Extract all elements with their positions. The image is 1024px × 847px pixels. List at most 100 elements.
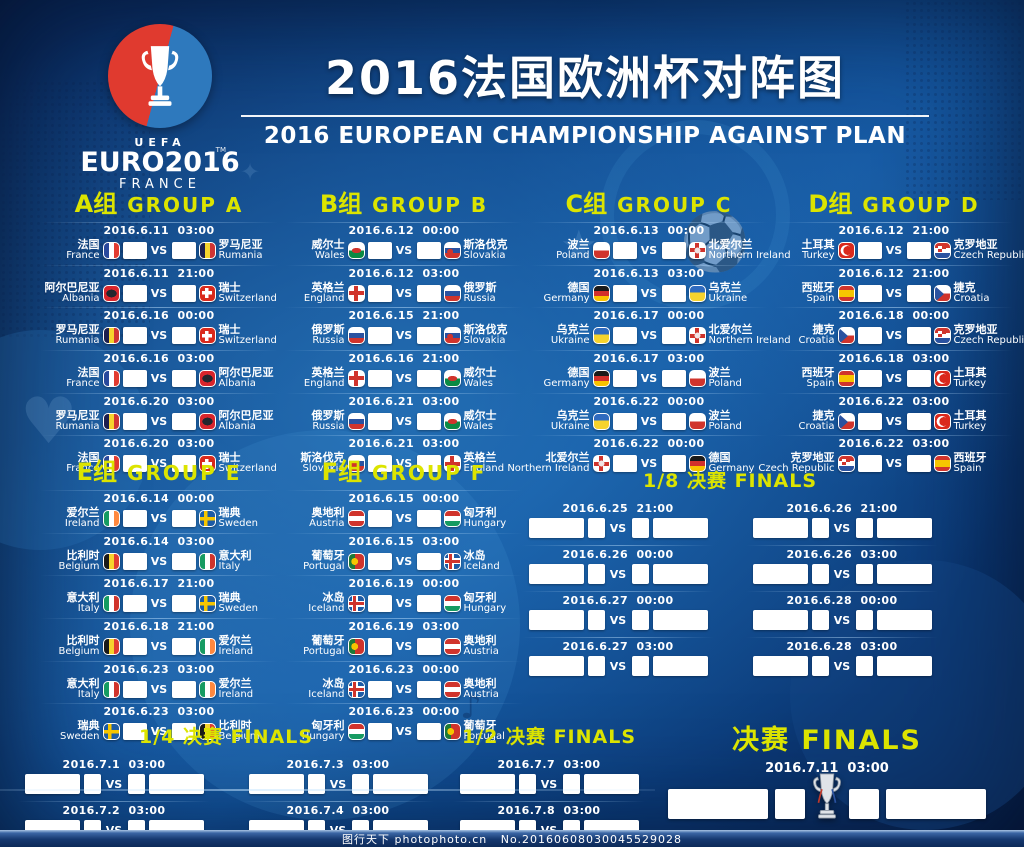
home-team-name: 捷克 Croatia xyxy=(772,409,835,433)
ireland-flag-icon xyxy=(102,509,120,527)
score-box xyxy=(906,455,931,473)
northern-ireland-flag-icon xyxy=(688,241,706,259)
semi-finals-section: 1/2 决赛 FINALS 2016.7.7 03:00 VS 2016.7.8 0… xyxy=(444,722,654,847)
team-name-chinese: 阿尔巴尼亚 xyxy=(218,366,274,380)
group-match-row: 2016.6.11 03:00 法国 France VS 罗马尼亚 Rumania xyxy=(36,222,282,262)
team-name-chinese: 瑞典 xyxy=(218,591,241,605)
score-box xyxy=(811,518,829,538)
team-slot xyxy=(148,774,204,794)
away-team-name: 瑞典 Sweden xyxy=(219,507,282,530)
vs-label: VS xyxy=(150,725,168,739)
team-name-english: Wales xyxy=(463,420,494,432)
team-name-chinese: 法国 xyxy=(77,451,100,465)
team-name-chinese: 德国 xyxy=(708,451,731,465)
match-date: 2016.6.23 03:00 xyxy=(103,705,215,719)
hungary-flag-icon xyxy=(443,595,461,613)
portugal-flag-icon xyxy=(443,723,461,741)
score-box xyxy=(612,284,637,302)
vs-label: VS xyxy=(395,554,413,568)
team-name-english: Poland xyxy=(708,420,742,432)
match-date: 2016.6.27 00:00 xyxy=(562,594,674,607)
sweden-flag-icon xyxy=(102,723,120,741)
team-name-english: Sweden xyxy=(59,731,100,743)
group-title-english: GROUP F xyxy=(372,461,487,485)
team-name-english: Ukraine xyxy=(708,292,748,304)
score-box xyxy=(661,369,686,387)
group-e-header: E组 GROUP E xyxy=(36,452,282,487)
team-name-chinese: 西班牙 xyxy=(953,451,987,465)
knockout-match-row: 2016.7.1 03:00 VS xyxy=(16,755,212,801)
group-match-row: 2016.6.14 00:00 爱尔兰 Ireland VS 瑞典 Sweden xyxy=(36,490,282,530)
match-date: 2016.6.17 03:00 xyxy=(593,352,705,366)
round-of-16-title: 1/8 决赛 FINALS xyxy=(642,470,818,492)
score-box xyxy=(122,509,147,527)
group-match-row: 2016.6.20 03:00 法国 France VS 瑞士 Switzerland xyxy=(36,435,282,475)
score-box xyxy=(855,518,873,538)
team-name-chinese: 冰岛 xyxy=(322,591,345,605)
group-match-row: 2016.6.23 03:00 瑞典 Sweden VS 比利时 Belgium xyxy=(36,703,282,743)
match-teams-row: 奥地利 Austria VS 匈牙利 Hungary xyxy=(281,507,527,530)
team-name-chinese: 斯洛伐克 xyxy=(463,323,508,337)
group-match-row: 2016.6.21 03:00 俄罗斯 Russia VS 威尔士 Wales xyxy=(281,392,527,433)
team-name-english: Poland xyxy=(556,249,590,261)
group-match-row: 2016.6.17 03:00 德国 Germany VS 波兰 Poland xyxy=(526,350,772,390)
home-team-name: 葡萄牙 Portugal xyxy=(282,635,345,658)
romania-flag-icon xyxy=(198,241,216,259)
score-box xyxy=(416,412,441,430)
score-box xyxy=(122,552,147,570)
team-name-english: Italy xyxy=(218,560,241,572)
vs-label: VS xyxy=(105,777,123,791)
knockout-slots-row: VS xyxy=(520,656,716,676)
germany-flag-icon xyxy=(592,369,610,387)
team-slot xyxy=(528,518,584,538)
home-team-name: 英格兰 England xyxy=(282,281,345,305)
vs-label: VS xyxy=(150,243,168,257)
score-box xyxy=(171,284,196,302)
team-name-english: Slovakia xyxy=(302,463,345,475)
team-name-chinese: 土耳其 xyxy=(801,238,835,251)
spain-flag-icon xyxy=(837,369,855,387)
final-section: 决赛 FINALS 2016.7.11 03:00 xyxy=(652,718,1002,822)
away-team-name: 克罗地亚 Czech Republic xyxy=(954,324,1024,347)
vs-label: VS xyxy=(885,414,903,428)
away-team-name: 瑞典 Sweden xyxy=(219,592,282,615)
score-box xyxy=(351,774,369,794)
home-team-name: 土耳其 Turkey xyxy=(772,239,835,262)
score-box xyxy=(416,327,441,345)
team-name-chinese: 威尔士 xyxy=(463,366,497,380)
team-name-english: Spain xyxy=(806,292,835,304)
croatia-flag-icon xyxy=(837,455,855,473)
group-match-row: 2016.6.22 00:00 乌克兰 Ukraine VS 波兰 Poland xyxy=(526,392,772,433)
vs-label: VS xyxy=(150,329,168,343)
team-name-english: Portugal xyxy=(303,645,345,657)
team-name-chinese: 北爱尔兰 xyxy=(545,451,590,465)
croatia-flag-icon xyxy=(933,241,951,259)
away-team-name: 英格兰 England xyxy=(464,452,527,475)
away-team-name: 瑞士 Switzerland xyxy=(219,324,282,347)
team-name-chinese: 法国 xyxy=(77,366,100,380)
team-name-english: Ukraine xyxy=(550,335,590,347)
score-box xyxy=(367,637,392,655)
team-name-english: Germany xyxy=(543,292,590,304)
euro2016-logo: TM UEFA EURO2016 FRANCE xyxy=(78,24,242,192)
round-of-16-left-column: 2016.6.25 21:00 VS 2016.6.26 00:00 VS 2016.6… xyxy=(520,499,716,683)
wales-flag-icon xyxy=(443,369,461,387)
score-box xyxy=(857,327,882,345)
match-date: 2016.6.27 03:00 xyxy=(562,640,674,653)
vs-label: VS xyxy=(150,554,168,568)
team-name-chinese: 波兰 xyxy=(708,408,731,422)
match-date: 2016.6.22 00:00 xyxy=(593,394,705,408)
knockout-slots-row: VS xyxy=(744,610,940,630)
match-date: 2016.7.7 03:00 xyxy=(497,758,601,771)
switzerland-flag-icon xyxy=(198,327,216,345)
vs-label: VS xyxy=(885,371,903,385)
score-box xyxy=(122,723,147,741)
spain-flag-icon xyxy=(933,455,951,473)
team-name-english: Slovakia xyxy=(463,335,506,347)
score-box xyxy=(367,455,392,473)
italy-flag-icon xyxy=(198,552,216,570)
team-name-english: Rumania xyxy=(55,420,100,432)
match-date: 2016.6.12 00:00 xyxy=(348,224,460,237)
home-team-name: 罗马尼亚 Rumania xyxy=(37,324,100,347)
